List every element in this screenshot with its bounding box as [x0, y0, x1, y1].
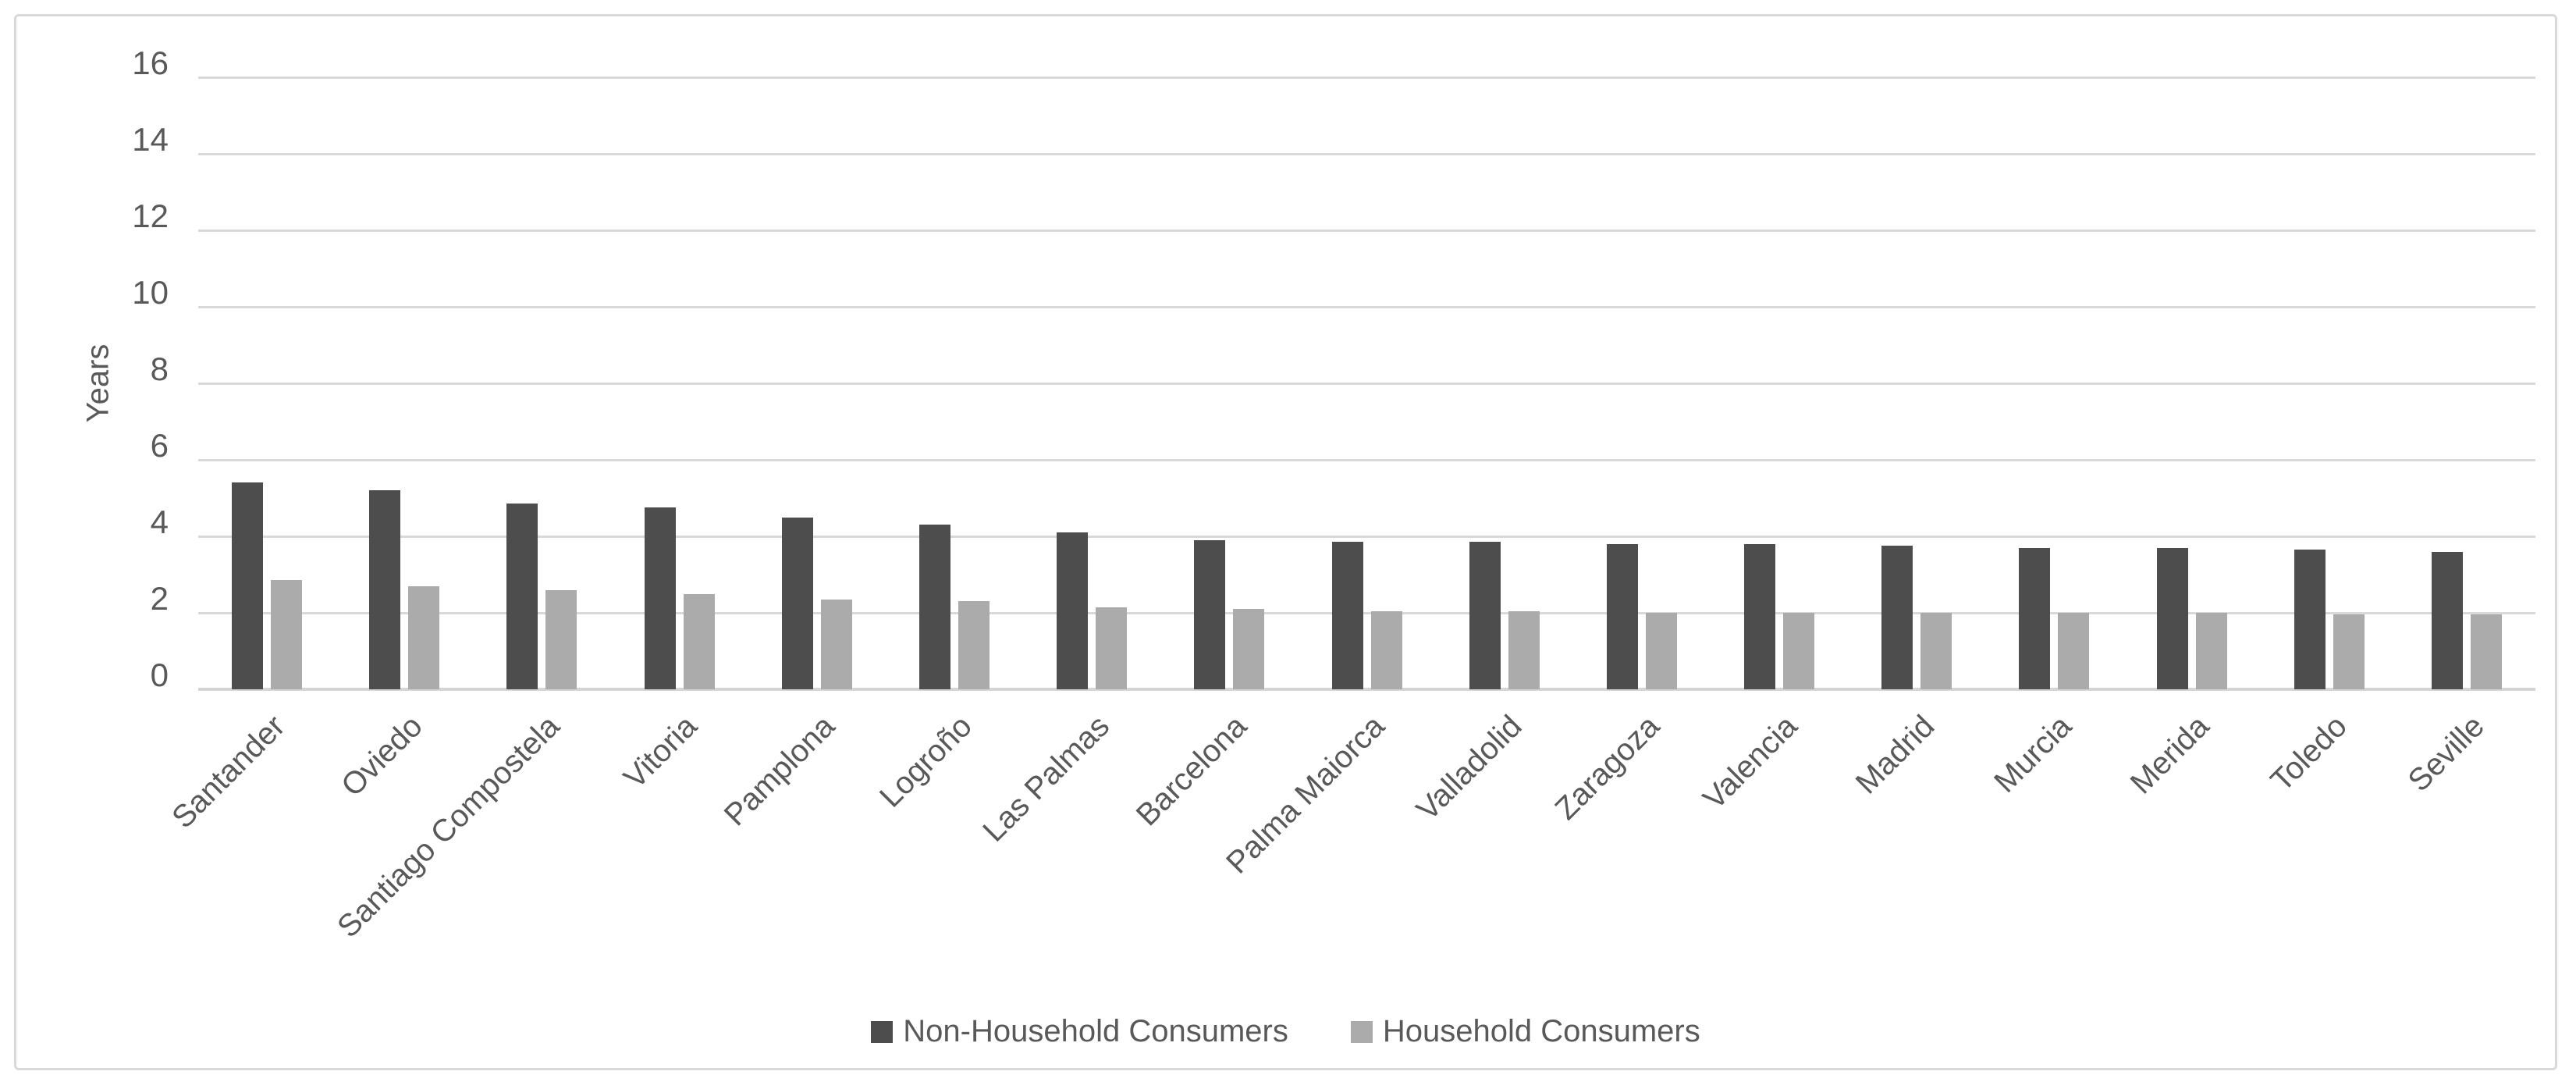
- legend: Non-Household Consumers Household Consum…: [16, 1014, 2555, 1049]
- bar-household-murcia: [2058, 613, 2090, 689]
- x-category-label-santander: Santander: [165, 709, 292, 835]
- chart-frame: Years 0 2 4 6 8 10 12 14 16 Santander Oviedo Santi…: [14, 14, 2557, 1070]
- bar-non-household-pamplona: [781, 517, 813, 689]
- x-category-label-merida: Merida: [2124, 709, 2216, 801]
- bar-non-household-madrid: [1881, 546, 1913, 689]
- x-category-label-santiago-compostela: Santiago Compostela: [331, 709, 567, 945]
- bar-household-barcelona: [1233, 609, 1265, 689]
- bar-non-household-merida: [2156, 547, 2188, 689]
- x-category-label-murcia: Murcia: [1988, 709, 2079, 799]
- bar-household-las-palmas: [1096, 607, 1128, 689]
- bar-household-vitoria: [683, 593, 715, 689]
- bar-household-pamplona: [820, 599, 852, 689]
- bar-household-valencia: [1783, 613, 1815, 689]
- y-tick-label-6: 6: [150, 427, 169, 464]
- x-category-label-valladolid: Valladolid: [1410, 709, 1529, 827]
- x-category-label-vitoria: Vitoria: [616, 709, 704, 795]
- x-category-label-seville: Seville: [2401, 709, 2492, 799]
- bar-non-household-oviedo: [369, 490, 401, 689]
- y-tick-label-12: 12: [132, 198, 169, 234]
- bar-household-seville: [2470, 614, 2502, 689]
- legend-label-non-household: Non-Household Consumers: [903, 1014, 1288, 1048]
- bar-non-household-santiago-compostela: [506, 504, 538, 689]
- bar-household-logro-o: [958, 601, 990, 689]
- bar-non-household-murcia: [2019, 547, 2051, 689]
- bar-household-zaragoza: [1645, 613, 1677, 689]
- gridline-y-0: [198, 687, 2535, 691]
- bar-non-household-valencia: [1744, 543, 1776, 689]
- legend-marker-non-household-icon: [871, 1020, 894, 1043]
- x-category-label-las-palmas: Las Palmas: [976, 709, 1117, 849]
- bar-household-santander: [271, 580, 303, 689]
- x-category-label-valencia: Valencia: [1696, 709, 1804, 817]
- y-tick-label-0: 0: [150, 657, 169, 693]
- gridline-y-2: [198, 611, 2535, 614]
- bar-household-merida: [2195, 613, 2227, 689]
- gridline-y-6: [198, 458, 2535, 461]
- bar-household-madrid: [1920, 613, 1952, 689]
- bar-household-toledo: [2333, 614, 2365, 689]
- gridline-y-8: [198, 382, 2535, 385]
- bar-non-household-barcelona: [1194, 539, 1226, 689]
- bar-non-household-las-palmas: [1057, 532, 1089, 689]
- x-category-label-zaragoza: Zaragoza: [1548, 709, 1666, 827]
- bar-household-santiago-compostela: [545, 589, 577, 689]
- plot-area: [198, 76, 2535, 691]
- x-category-label-pamplona: Pamplona: [717, 709, 841, 833]
- bar-household-valladolid: [1508, 610, 1540, 689]
- y-tick-label-2: 2: [150, 580, 169, 617]
- gridline-y-14: [198, 152, 2535, 155]
- y-tick-label-16: 16: [132, 44, 169, 81]
- bar-non-household-seville: [2431, 551, 2463, 689]
- y-tick-label-10: 10: [132, 274, 169, 311]
- bar-household-palma-maiorca: [1370, 610, 1402, 689]
- x-category-label-barcelona: Barcelona: [1129, 709, 1254, 833]
- y-tick-label-4: 4: [150, 504, 169, 540]
- legend-marker-household-icon: [1350, 1020, 1373, 1043]
- y-tick-label-8: 8: [150, 351, 169, 387]
- x-category-label-madrid: Madrid: [1849, 709, 1942, 801]
- gridline-y-4: [198, 535, 2535, 538]
- bar-non-household-valladolid: [1469, 542, 1501, 689]
- x-category-label-toledo: Toledo: [2264, 709, 2354, 799]
- legend-item-non-household: Non-Household Consumers: [871, 1014, 1288, 1049]
- bar-non-household-logro-o: [918, 525, 950, 689]
- legend-item-household: Household Consumers: [1350, 1014, 1700, 1049]
- bar-non-household-toledo: [2294, 550, 2326, 689]
- bar-non-household-zaragoza: [1606, 543, 1638, 689]
- gridline-y-12: [198, 229, 2535, 232]
- x-category-label-oviedo: Oviedo: [334, 709, 429, 803]
- bar-non-household-palma-maiorca: [1331, 542, 1363, 689]
- gridline-y-10: [198, 305, 2535, 308]
- y-tick-label-14: 14: [132, 121, 169, 158]
- bar-non-household-santander: [232, 482, 264, 689]
- bar-non-household-vitoria: [644, 507, 676, 689]
- x-category-label-logro-o: Logroño: [873, 709, 979, 814]
- legend-label-household: Household Consumers: [1382, 1014, 1700, 1048]
- gridline-y-16: [198, 76, 2535, 79]
- bar-household-oviedo: [408, 585, 440, 689]
